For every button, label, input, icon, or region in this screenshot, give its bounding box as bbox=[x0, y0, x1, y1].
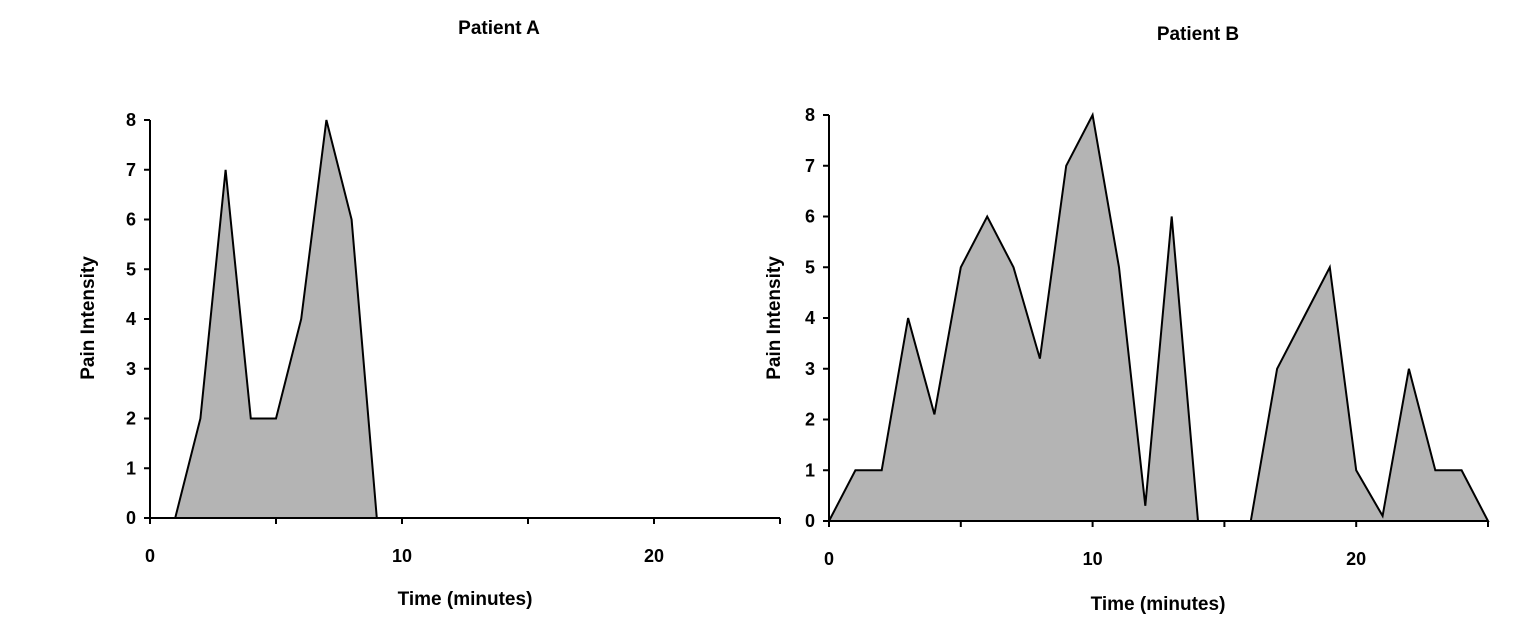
y-axis-label: Pain Intensity bbox=[764, 256, 785, 380]
chart-title: Patient A bbox=[458, 18, 540, 39]
y-tick-label: 4 bbox=[126, 309, 136, 329]
area-series-0 bbox=[173, 119, 378, 519]
x-tick-label: 0 bbox=[145, 546, 155, 566]
area-series-1 bbox=[1249, 264, 1490, 522]
x-axis-label: Time (minutes) bbox=[398, 589, 533, 610]
y-tick-label: 8 bbox=[805, 105, 815, 125]
x-tick-label: 10 bbox=[1083, 549, 1103, 569]
area-group bbox=[827, 111, 1490, 522]
chart-title: Patient B bbox=[1157, 24, 1239, 45]
y-tick-label: 6 bbox=[126, 210, 136, 230]
axes bbox=[823, 114, 1489, 527]
y-tick-label: 5 bbox=[805, 257, 815, 277]
y-tick-label: 7 bbox=[805, 156, 815, 176]
y-tick-label: 1 bbox=[805, 460, 815, 480]
y-axis-label: Pain Intensity bbox=[78, 256, 99, 380]
tick-labels: 0 1 2 3 4 5 6 7 8 0 10 20 bbox=[805, 105, 1366, 569]
y-tick-label: 0 bbox=[126, 508, 136, 528]
y-tick-label: 6 bbox=[805, 207, 815, 227]
y-tick-label: 8 bbox=[126, 110, 136, 130]
y-tick-label: 4 bbox=[805, 308, 815, 328]
area-group bbox=[173, 119, 378, 519]
y-tick-label: 0 bbox=[805, 511, 815, 531]
y-tick-label: 7 bbox=[126, 160, 136, 180]
y-tick-label: 5 bbox=[126, 259, 136, 279]
tick-labels: 0 1 2 3 4 5 6 7 8 0 10 20 bbox=[126, 110, 664, 566]
x-tick-label: 20 bbox=[1346, 549, 1366, 569]
y-tick-label: 2 bbox=[805, 410, 815, 430]
x-tick-label: 0 bbox=[824, 549, 834, 569]
area-series-0 bbox=[827, 111, 1200, 522]
y-tick-label: 3 bbox=[805, 359, 815, 379]
x-tick-label: 10 bbox=[392, 546, 412, 566]
x-axis-label: Time (minutes) bbox=[1091, 594, 1226, 615]
axes bbox=[144, 119, 781, 524]
y-tick-label: 2 bbox=[126, 409, 136, 429]
y-tick-label: 1 bbox=[126, 458, 136, 478]
y-tick-label: 3 bbox=[126, 359, 136, 379]
x-tick-label: 20 bbox=[644, 546, 664, 566]
